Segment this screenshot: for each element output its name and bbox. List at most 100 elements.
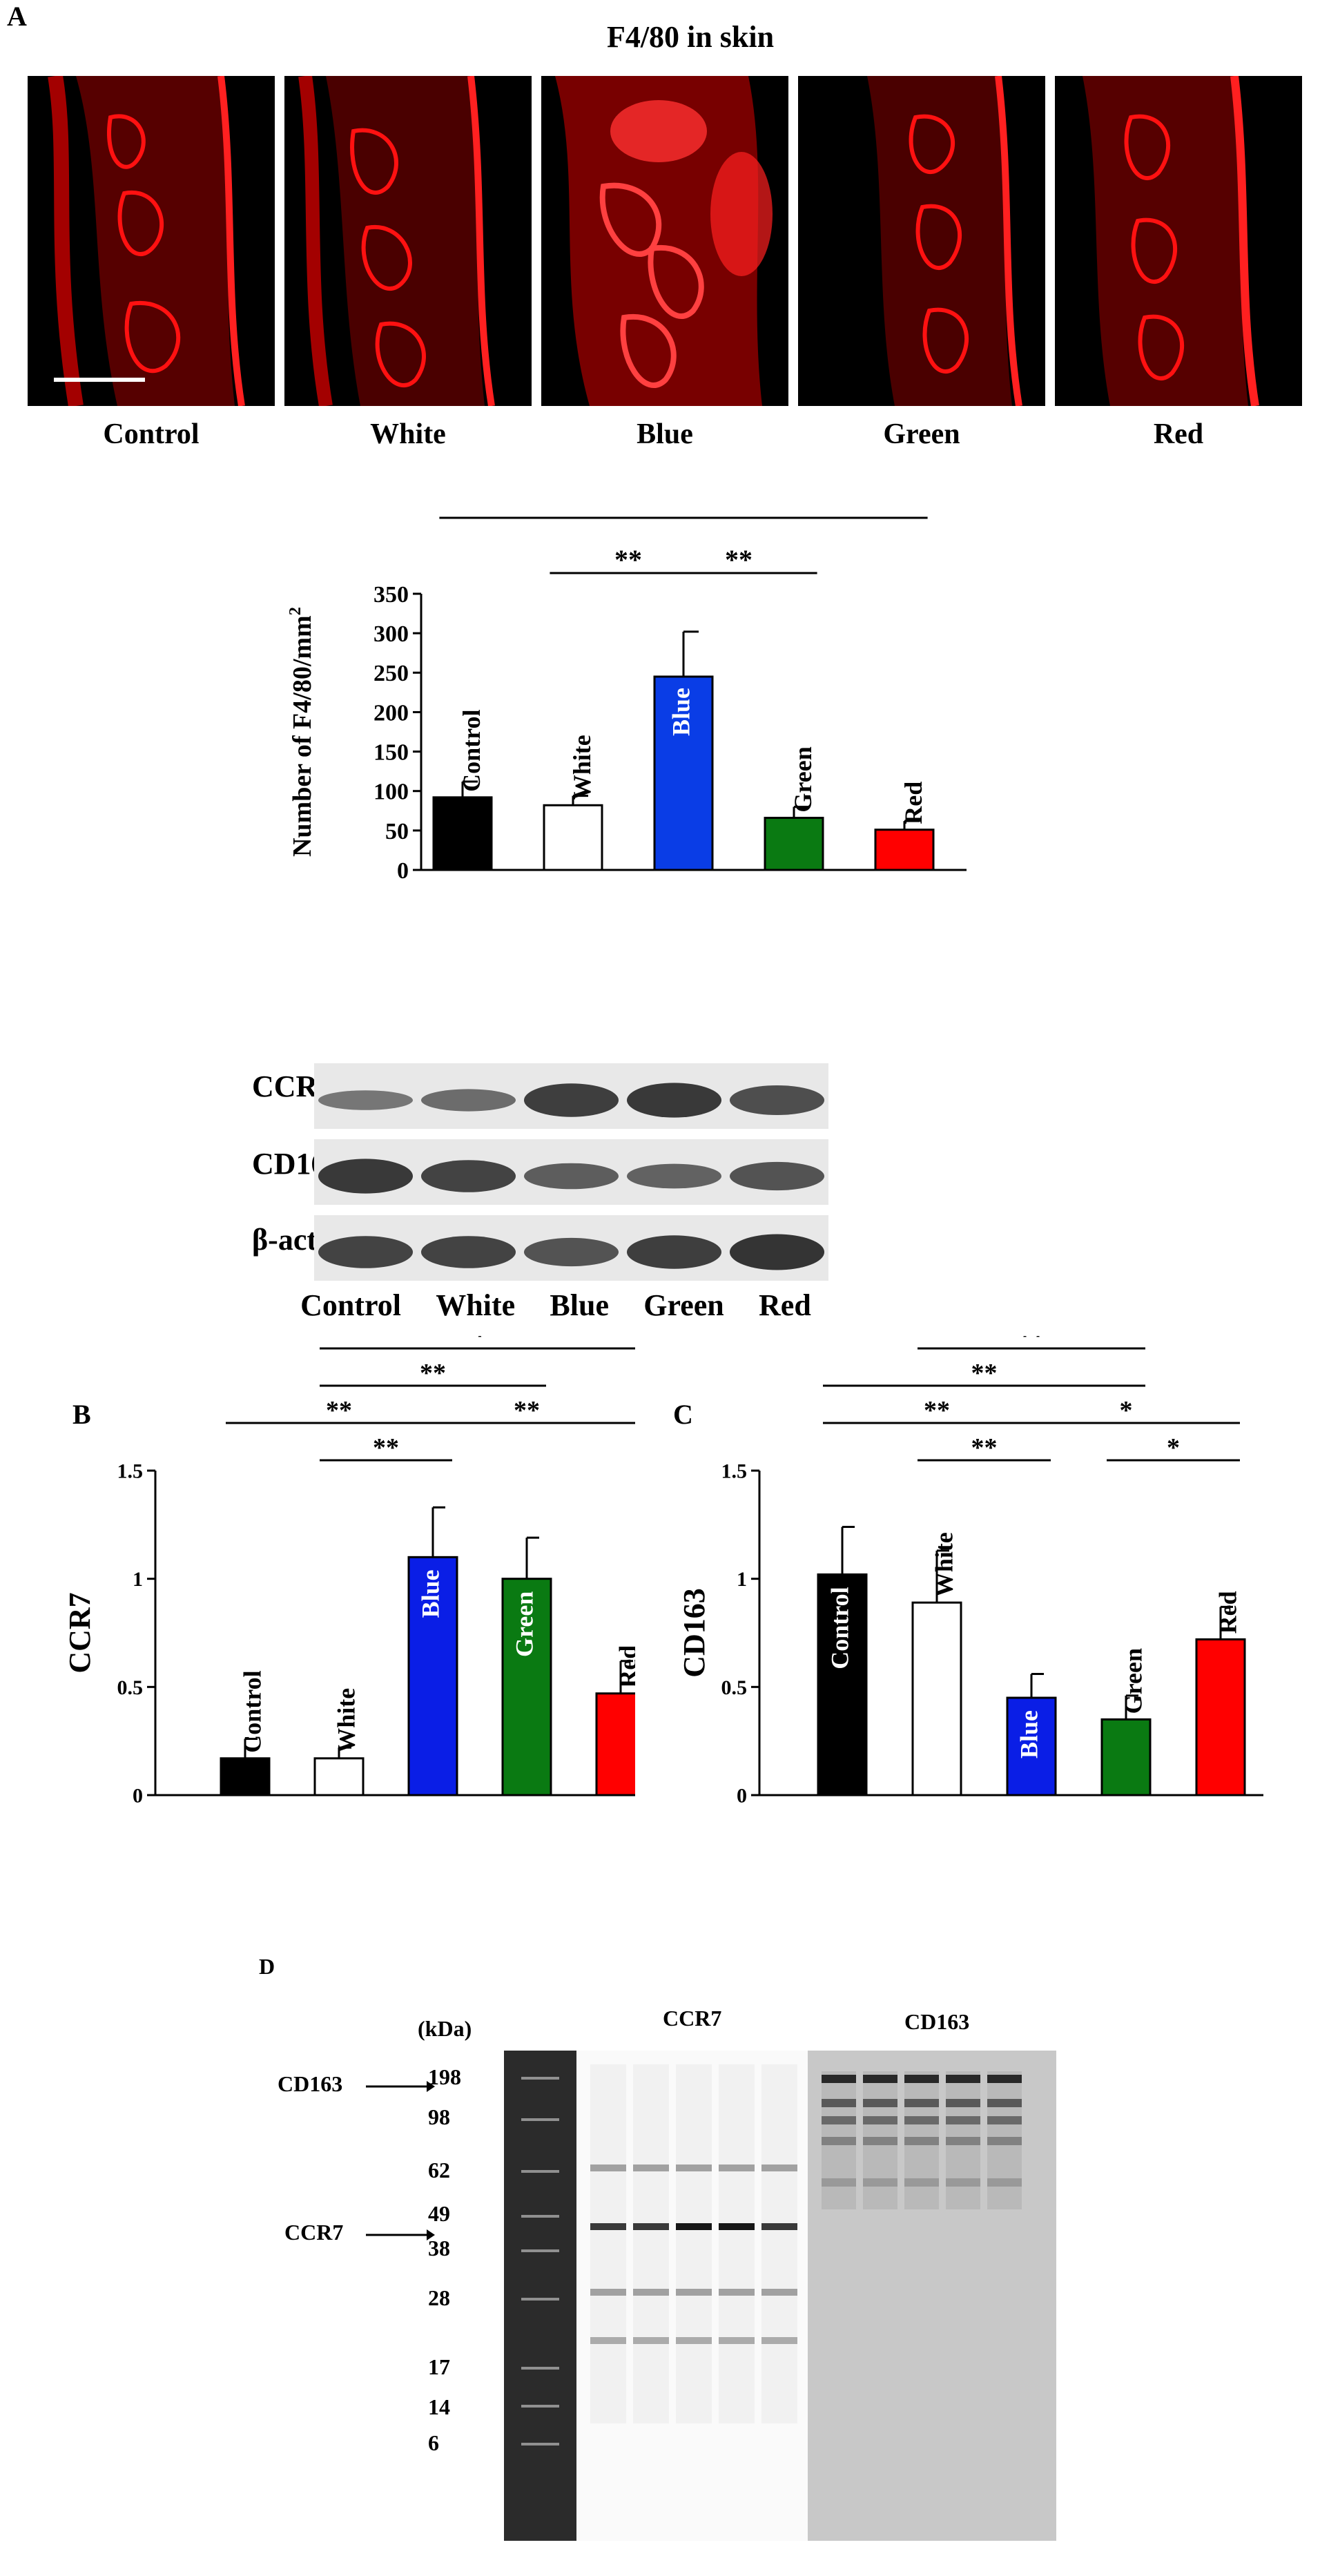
bar-label-green: Green	[510, 1591, 538, 1657]
gel-band	[904, 2099, 939, 2107]
panel-a-letter: A	[7, 1, 27, 32]
y-axis-label: Number of F4/80/mm2	[286, 607, 317, 857]
y-tick-label: 0	[133, 1785, 143, 1808]
significance-marker: **	[326, 1396, 352, 1425]
bar-control	[432, 796, 493, 871]
y-tick-label: 300	[373, 621, 409, 647]
micrograph-red	[1055, 76, 1302, 406]
gel-band	[863, 2099, 897, 2107]
arrow-label-ccr7: CCR7	[284, 2220, 344, 2245]
gel-lane-smear	[761, 2064, 797, 2423]
bar-label-green: Green	[789, 746, 817, 812]
gel-band	[987, 2116, 1022, 2124]
significance-marker: *	[1167, 1433, 1180, 1462]
significance-marker: **	[514, 1396, 540, 1425]
significance-marker: **	[373, 1433, 399, 1462]
kda-marker-6: 6	[428, 2430, 439, 2455]
blot-band	[626, 1163, 722, 1189]
y-tick-label: 0.5	[721, 1676, 748, 1699]
gel-lane-smear	[946, 2071, 980, 2209]
significance-marker: **	[1018, 1336, 1045, 1350]
micrograph-control-image	[48, 76, 245, 406]
gel-band	[633, 2165, 669, 2171]
blot-band	[523, 1237, 619, 1267]
gel-band	[633, 2223, 669, 2230]
gel-band	[863, 2137, 897, 2145]
kda-marker-62: 62	[428, 2158, 450, 2182]
bar-white	[313, 1757, 365, 1797]
significance-marker: **	[559, 511, 587, 520]
blot-lane-white: White	[436, 1288, 516, 1322]
gel-band	[761, 2165, 797, 2171]
y-tick-label: 100	[373, 779, 409, 805]
f480-bar-chart: 0 50 100 150 200 250 300 350 Number of F4/80/mm2…	[286, 511, 967, 884]
panel-b-letter: B	[72, 1399, 91, 1430]
gel-lane-smear	[719, 2064, 755, 2423]
gel-band	[719, 2223, 755, 2230]
bar-blue	[653, 675, 714, 871]
significance-marker: **	[971, 1359, 998, 1388]
bar-label-control: Control	[458, 710, 485, 792]
blot-band	[729, 1085, 825, 1115]
y-tick-label: 1.5	[721, 1460, 748, 1483]
bar-white	[543, 804, 603, 871]
micrograph-green	[798, 76, 1045, 406]
bar-label-blue: Blue	[416, 1569, 444, 1618]
gel-band	[822, 2137, 856, 2145]
ccr7-gel-region	[576, 2051, 808, 2541]
marker-lane	[504, 2051, 576, 2541]
kda-marker-98: 98	[428, 2104, 450, 2129]
arrow-cd163-icon	[366, 2081, 435, 2092]
blot-bands	[314, 1063, 828, 1281]
gel-band	[863, 2075, 897, 2083]
bar-control	[817, 1573, 868, 1797]
bar-green	[764, 817, 824, 871]
blot-band	[318, 1159, 414, 1194]
gel-band	[676, 2165, 712, 2171]
gel-band	[676, 2289, 712, 2296]
significance-marker: **	[971, 1433, 998, 1462]
y-tick-label: 1	[737, 1568, 747, 1591]
gel-band	[946, 2116, 980, 2124]
bar-blue	[407, 1556, 458, 1797]
gel-title-cd163: CD163	[904, 2009, 970, 2034]
blot-band	[729, 1234, 825, 1270]
y-tick-label: 0	[737, 1785, 747, 1808]
significance-marker: **	[725, 544, 753, 575]
micrograph-blue-image	[555, 76, 773, 406]
y-tick-label: 200	[373, 700, 409, 726]
y-tick-label: 50	[385, 819, 409, 844]
panel-d-letter: D	[259, 1954, 275, 1979]
bar-label-white: White	[568, 735, 596, 800]
arrow-label-cd163: CD163	[278, 2071, 343, 2096]
kda-marker-38: 38	[428, 2236, 450, 2260]
gel-band	[863, 2116, 897, 2124]
gel-band	[822, 2075, 856, 2083]
gel-band	[987, 2178, 1022, 2187]
gel-band	[946, 2099, 980, 2107]
gel-band	[633, 2289, 669, 2296]
y-tick-label: 0	[397, 858, 409, 884]
bar-blue	[1006, 1696, 1057, 1797]
micrograph-white-image	[298, 76, 495, 406]
bar-green	[501, 1578, 552, 1797]
kda-marker-column: 198 98 62 49 38 28 17 14 6	[428, 2064, 483, 2492]
gel-band	[904, 2116, 939, 2124]
bar-label-control: Control	[238, 1670, 266, 1752]
bar-label-blue: Blue	[1015, 1710, 1042, 1759]
gel-lane-smear	[676, 2064, 712, 2423]
significance-marker: **	[614, 544, 642, 575]
arrow-ccr7-icon	[366, 2229, 435, 2240]
gel-band	[590, 2289, 626, 2296]
blot-band	[626, 1235, 722, 1269]
cd163-gel-region	[808, 2051, 1056, 2541]
gel-band	[590, 2223, 626, 2230]
bar-red	[1195, 1638, 1246, 1797]
significance-marker: **	[780, 511, 808, 520]
gel-lane-smear	[863, 2071, 897, 2209]
gel-band	[822, 2178, 856, 2187]
y-tick-label: 0.5	[117, 1676, 144, 1699]
micrograph-control	[28, 76, 275, 406]
panel-c-letter: C	[673, 1399, 693, 1430]
bar-label-green: Green	[1119, 1648, 1147, 1714]
